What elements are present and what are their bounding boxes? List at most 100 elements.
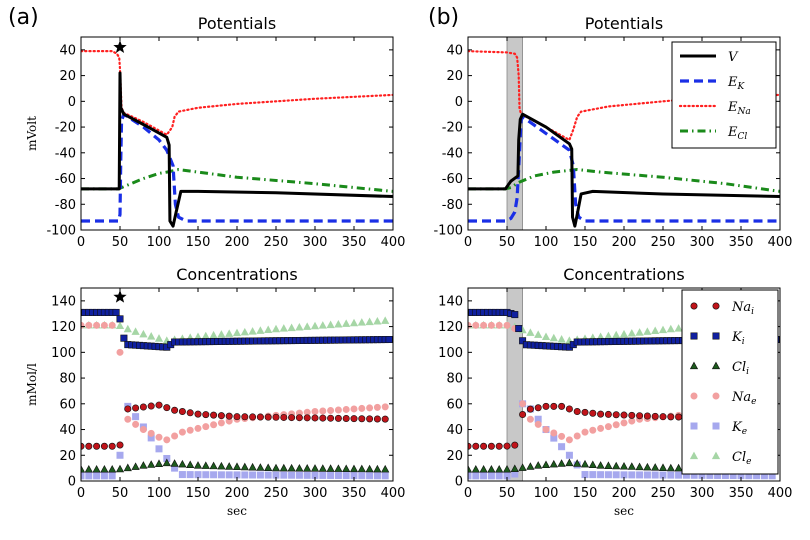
data-point <box>81 464 86 473</box>
data-point <box>147 429 155 437</box>
data-point <box>667 413 675 421</box>
data-point <box>154 459 164 467</box>
data-point <box>280 413 288 421</box>
x-tick-label: 300 <box>690 235 715 250</box>
x-tick-label: 400 <box>381 486 406 501</box>
data-point <box>526 405 534 413</box>
data-point <box>256 463 265 471</box>
data-point <box>604 471 612 479</box>
x-tick-label: 200 <box>225 235 250 250</box>
data-point <box>256 413 264 421</box>
data-point <box>186 460 195 469</box>
data-point <box>131 462 140 470</box>
data-point <box>627 329 636 337</box>
data-point <box>385 336 393 344</box>
data-point <box>495 472 503 480</box>
data-point <box>132 404 140 412</box>
data-point <box>241 471 249 479</box>
legend-label-e-cl: ECl <box>727 125 747 142</box>
x-tick-label: 200 <box>225 486 250 501</box>
x-axis-label: sec <box>227 504 247 518</box>
x-tick-label: 100 <box>147 486 172 501</box>
data-point <box>108 321 116 329</box>
data-point <box>288 414 296 422</box>
data-point <box>350 415 358 423</box>
data-point <box>510 464 519 472</box>
data-point <box>487 442 495 450</box>
data-point <box>232 328 242 337</box>
y-tick-label: -60 <box>55 172 76 187</box>
data-point <box>619 461 629 470</box>
data-point <box>264 325 273 334</box>
data-point <box>271 463 281 472</box>
data-point <box>373 403 381 411</box>
x-tick-label: 100 <box>534 235 559 250</box>
data-point <box>468 464 473 473</box>
data-point <box>519 411 527 419</box>
data-point <box>588 460 597 469</box>
y-tick-label: -60 <box>442 172 463 187</box>
data-point <box>303 464 312 472</box>
data-point <box>334 472 342 480</box>
data-point <box>85 321 93 329</box>
data-point <box>667 471 675 479</box>
data-point <box>557 459 566 467</box>
data-point <box>550 402 558 410</box>
data-point <box>358 404 366 412</box>
y-tick-label: 40 <box>59 43 76 58</box>
legend-label-na-e: Nae <box>731 390 756 407</box>
data-point <box>643 327 652 335</box>
data-point <box>194 471 202 479</box>
x-tick-label: 250 <box>264 235 289 250</box>
data-point <box>534 420 542 428</box>
data-point <box>581 408 589 416</box>
series-line-v <box>468 112 780 228</box>
data-point <box>279 463 288 472</box>
data-point <box>334 406 342 414</box>
data-point <box>108 464 117 473</box>
data-point <box>643 412 651 420</box>
data-point <box>381 316 390 324</box>
data-point <box>217 412 225 420</box>
y-tick-label: 120 <box>51 320 76 335</box>
legend-marker-cl-e <box>689 451 699 460</box>
y-tick-label: 40 <box>446 43 463 58</box>
data-point <box>271 324 281 333</box>
y-axis-label: mMol/l <box>25 363 39 406</box>
data-point <box>209 461 218 470</box>
data-point <box>248 462 257 471</box>
x-tick-label: 0 <box>464 235 472 250</box>
data-point <box>139 403 147 411</box>
legend-label-e-na: ENa <box>727 100 751 117</box>
data-point <box>303 322 312 330</box>
data-point <box>342 414 350 422</box>
data-point <box>471 464 480 473</box>
data-point <box>468 472 472 480</box>
chart-title: Potentials <box>585 14 663 33</box>
x-tick-label: 0 <box>77 235 85 250</box>
data-point <box>612 421 620 429</box>
data-point <box>597 471 605 479</box>
data-point <box>502 464 512 473</box>
data-point <box>549 333 558 342</box>
data-point <box>210 421 218 429</box>
series-line-e-cl <box>468 168 780 193</box>
data-point <box>658 325 668 334</box>
data-point <box>651 326 660 334</box>
data-point <box>248 327 257 335</box>
data-point <box>480 472 488 480</box>
data-point <box>472 442 480 450</box>
data-point <box>334 414 342 422</box>
data-point <box>381 464 390 473</box>
data-point <box>147 402 155 410</box>
data-point <box>666 463 675 472</box>
data-point <box>326 464 335 472</box>
y-tick-label: -40 <box>442 146 463 161</box>
data-point <box>100 442 108 450</box>
data-point <box>480 321 488 329</box>
x-tick-label: 0 <box>77 486 85 501</box>
data-point <box>565 436 573 444</box>
data-point <box>163 404 171 412</box>
y-tick-label: 60 <box>446 397 463 412</box>
panel-label-a: (a) <box>8 5 39 30</box>
